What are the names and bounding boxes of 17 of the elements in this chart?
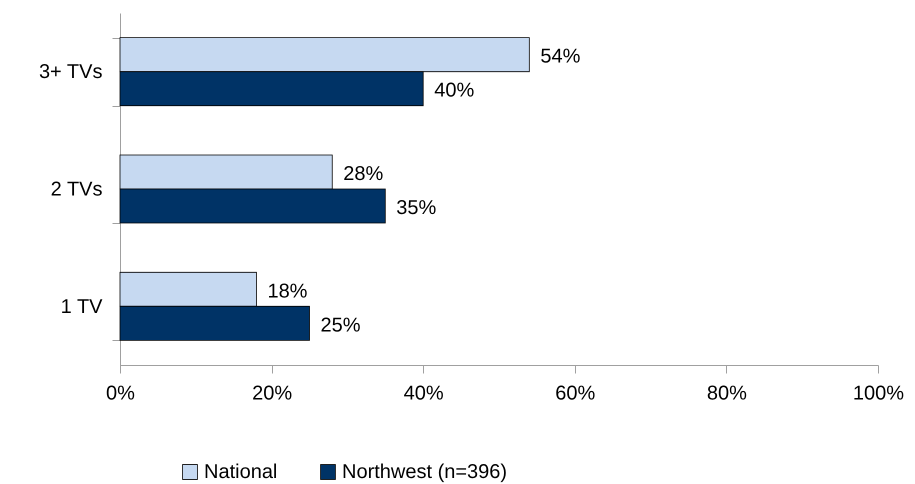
x-tick-label: 80% <box>706 382 748 404</box>
data-label: 18% <box>267 280 308 302</box>
x-tick-label: 40% <box>404 382 444 404</box>
x-tick-label: 0% <box>106 382 136 404</box>
y-tick-label: 3+ TVs <box>38 61 102 84</box>
data-label: 28% <box>343 162 384 185</box>
x-tick-label: 60% <box>555 382 596 404</box>
data-label: 40% <box>434 80 474 102</box>
data-label: 25% <box>320 314 361 336</box>
legend-label: National <box>204 461 278 483</box>
y-tick-label: 1 TV <box>60 296 104 318</box>
data-label: 54% <box>540 46 581 68</box>
y-tick-label: 2 TVs <box>50 178 102 200</box>
x-tick-label: 100% <box>852 382 904 404</box>
x-tick-label: 20% <box>252 382 292 404</box>
legend-label: Northwest (n=396) <box>342 461 508 483</box>
data-label: 35% <box>396 197 437 220</box>
